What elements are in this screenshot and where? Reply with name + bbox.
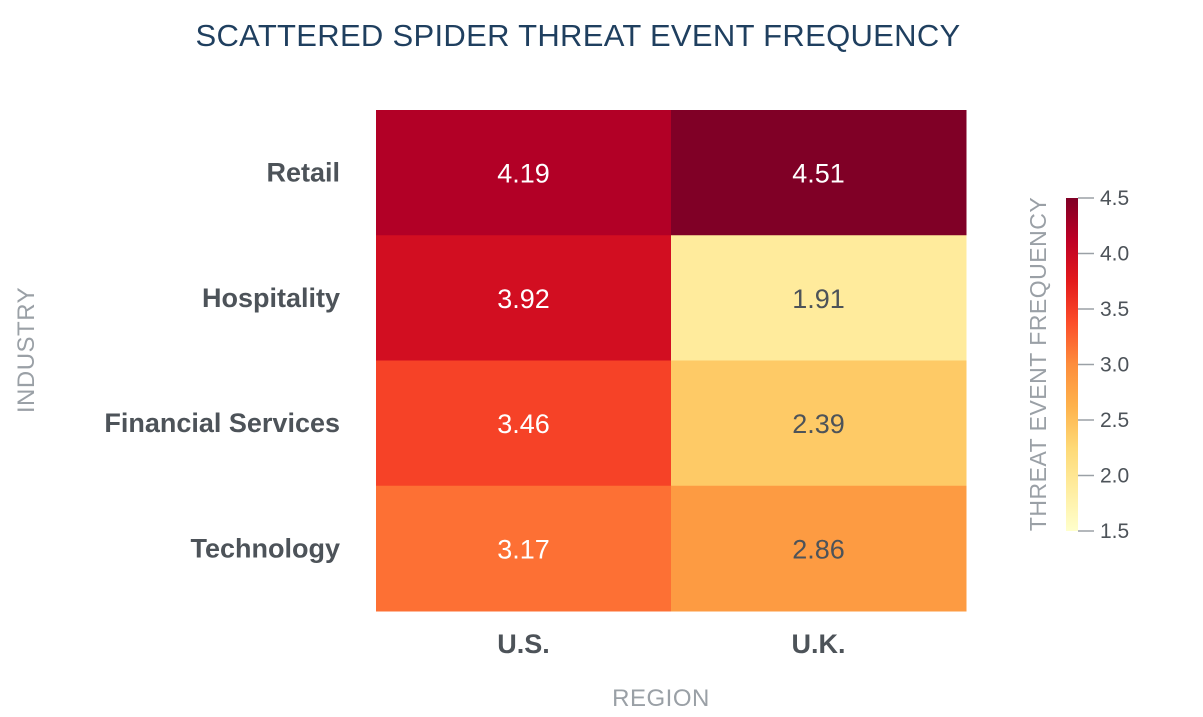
colorbar: 1.5 2.0 2.5 3.0 3.5 4.0 4.5 THREAT EVENT FREQU… (1025, 187, 1129, 543)
x-axis-tick-labels: U.S. U.K. (497, 629, 845, 659)
y-axis-tick-labels: Retail Hospitality Financial Services Techn… (104, 158, 340, 564)
colorbar-tick-label: 1.5 (1100, 520, 1129, 543)
heatmap-cell-labels: 4.19 4.51 3.92 1.91 3.46 2.39 3.17 2.86 (497, 159, 845, 565)
cell-value-label: 2.39 (792, 409, 845, 439)
cell-value-label: 4.19 (497, 159, 550, 189)
colorbar-tick-label: 4.0 (1100, 243, 1129, 266)
heatmap-cell-financial-services-u-k (671, 360, 967, 487)
heatmap-cell-financial-services-u-s (376, 360, 672, 487)
heatmap-cell-technology-u-k (671, 485, 967, 612)
colorbar-tick-label: 2.0 (1100, 465, 1129, 488)
x-axis-title: REGION (612, 685, 710, 712)
cell-value-label: 3.17 (497, 534, 550, 564)
cell-value-label: 3.46 (497, 409, 550, 439)
colorbar-tick-label: 2.5 (1100, 409, 1129, 432)
x-tick-label-u-s: U.S. (497, 629, 550, 659)
colorbar-tick-label: 3.5 (1100, 298, 1129, 321)
cell-value-label: 3.92 (497, 284, 550, 314)
cell-value-label: 1.91 (792, 284, 845, 314)
colorbar-tick-label: 3.0 (1100, 354, 1129, 377)
y-tick-label-retail: Retail (266, 158, 340, 188)
y-tick-label-technology: Technology (190, 533, 340, 563)
chart-title: SCATTERED SPIDER THREAT EVENT FREQUENCY (195, 18, 960, 53)
heatmap-cell-technology-u-s (376, 485, 672, 612)
heatmap-cell-retail-u-k (671, 110, 967, 236)
x-tick-label-u-k: U.K. (792, 629, 846, 659)
heatmap-cell-retail-u-s (376, 110, 672, 236)
y-axis-title: INDUSTRY (13, 287, 40, 413)
colorbar-gradient (1066, 198, 1078, 531)
cell-value-label: 2.86 (792, 534, 845, 564)
y-tick-label-financial-services: Financial Services (104, 408, 340, 438)
heatmap-cell-hospitality-u-k (671, 235, 967, 361)
colorbar-ticks: 1.5 2.0 2.5 3.0 3.5 4.0 4.5 (1078, 187, 1129, 543)
colorbar-title: THREAT EVENT FREQUENCY (1025, 197, 1051, 531)
y-tick-label-hospitality: Hospitality (202, 283, 340, 313)
heatmap-cell-hospitality-u-s (376, 235, 672, 361)
cell-value-label: 4.51 (792, 159, 845, 189)
heatmap-cells (376, 110, 967, 612)
colorbar-tick-label: 4.5 (1100, 187, 1129, 210)
